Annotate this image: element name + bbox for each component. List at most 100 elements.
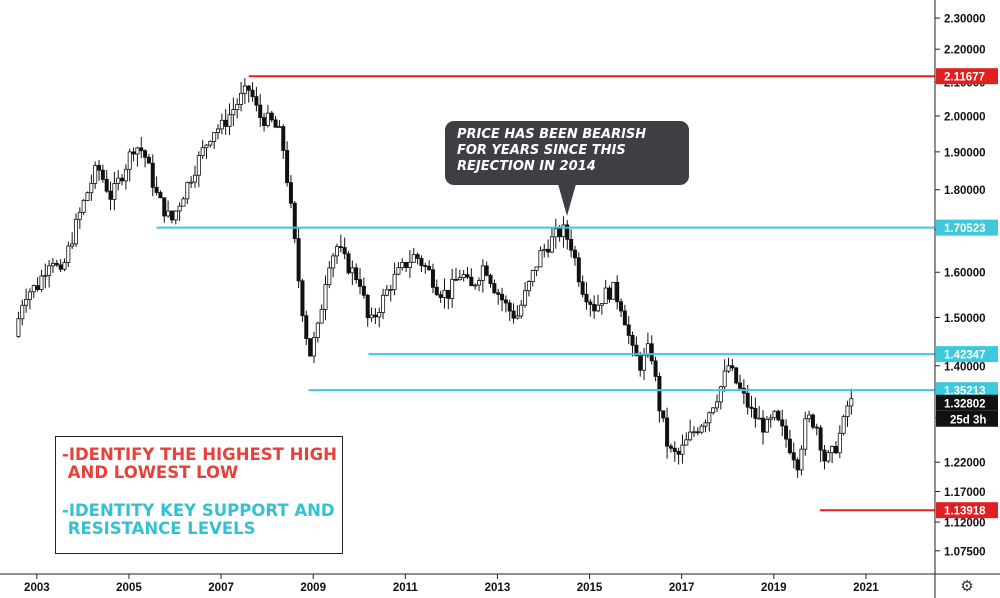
candle-body xyxy=(27,291,32,300)
annotation-callout: PRICE HAS BEEN BEARISH FOR YEARS SINCE T… xyxy=(445,121,689,185)
candle-body xyxy=(43,274,48,277)
candle-body xyxy=(131,151,136,155)
candle xyxy=(526,280,531,297)
candle xyxy=(216,124,221,140)
candle xyxy=(465,267,470,279)
candle xyxy=(596,294,601,313)
candle xyxy=(327,261,332,289)
candle xyxy=(837,425,842,459)
x-tick-label: 2013 xyxy=(485,582,511,594)
candle-body xyxy=(342,247,347,255)
candle xyxy=(43,263,48,289)
candle xyxy=(438,290,443,303)
legend-red-line-1: -IDENTIFY THE HIGHEST HIGH xyxy=(62,445,337,464)
candle-body xyxy=(726,365,731,372)
candle xyxy=(826,449,831,463)
candle-body xyxy=(841,416,846,434)
candle xyxy=(112,171,117,211)
candle-body xyxy=(112,183,117,200)
candle-body xyxy=(338,246,343,248)
candle xyxy=(354,263,359,284)
candle xyxy=(204,144,209,159)
candle xyxy=(200,139,205,159)
candle-body xyxy=(642,354,647,371)
candle xyxy=(488,273,493,288)
candle xyxy=(415,252,420,265)
candle-body xyxy=(346,253,351,274)
candle-body xyxy=(503,299,508,304)
candle-body xyxy=(580,281,585,295)
candle-body xyxy=(607,287,612,300)
candle xyxy=(304,310,309,346)
candle-body xyxy=(31,285,36,293)
candle xyxy=(434,279,439,296)
candle-body xyxy=(189,181,194,184)
gear-icon[interactable]: ⚙ xyxy=(960,577,974,595)
candle xyxy=(703,419,708,433)
candle-body xyxy=(384,289,389,296)
candle xyxy=(300,278,305,322)
candle-body xyxy=(208,140,213,146)
candle-body xyxy=(250,89,255,98)
current-price-label: 1.32802 25d 3h xyxy=(936,394,998,427)
candle-body xyxy=(799,448,804,471)
candle-body xyxy=(200,147,205,157)
candle-body xyxy=(615,281,620,303)
candle-body xyxy=(515,315,520,319)
candle xyxy=(231,97,236,127)
candle xyxy=(350,260,355,286)
candle xyxy=(753,397,758,428)
candle-body xyxy=(212,132,217,142)
candle-body xyxy=(196,155,201,176)
candle-body xyxy=(676,451,681,455)
candle xyxy=(162,197,167,223)
candle-body xyxy=(688,431,693,441)
candle-body xyxy=(619,301,624,312)
candle xyxy=(77,207,82,229)
candle xyxy=(496,288,501,305)
candle-body xyxy=(622,310,627,326)
level-label-bg xyxy=(936,68,998,85)
candle-body xyxy=(592,304,597,312)
candle-body xyxy=(288,182,293,204)
candle xyxy=(181,196,186,207)
candle-body xyxy=(807,414,812,420)
candle-body xyxy=(803,418,808,450)
candle-body xyxy=(530,270,535,282)
candle-body xyxy=(795,459,800,471)
candle xyxy=(507,299,512,321)
candle xyxy=(20,299,25,326)
candle xyxy=(565,220,570,250)
candle-body xyxy=(549,236,554,253)
candle-body xyxy=(768,417,773,420)
candle xyxy=(323,275,328,321)
candle-body xyxy=(849,398,854,407)
candle xyxy=(242,78,247,104)
candle xyxy=(450,268,455,308)
countdown-text: 25d 3h xyxy=(950,414,986,426)
level-label-text: 1.13918 xyxy=(944,506,986,518)
candle xyxy=(384,284,389,297)
y-axis-ticks: 2.300002.200002.100002.000001.900001.800… xyxy=(935,14,986,558)
candle-body xyxy=(446,289,451,299)
candle xyxy=(519,299,524,319)
candle xyxy=(227,103,232,136)
candle-body xyxy=(120,177,125,182)
candle xyxy=(35,277,40,292)
candle-body xyxy=(361,285,366,296)
candle xyxy=(16,311,21,338)
candle xyxy=(569,229,574,258)
y-tick-label: 1.80000 xyxy=(944,185,986,197)
candle xyxy=(93,161,98,189)
candle xyxy=(285,141,290,187)
candle-body xyxy=(442,289,447,298)
candle xyxy=(62,258,67,272)
y-tick-label: 1.22000 xyxy=(944,458,986,470)
candle xyxy=(530,269,535,287)
candle-body xyxy=(469,276,474,287)
candle-body xyxy=(265,112,270,127)
candle-body xyxy=(818,427,823,451)
x-tick-label: 2021 xyxy=(853,582,879,594)
candle xyxy=(653,356,658,382)
candle-body xyxy=(542,248,547,251)
